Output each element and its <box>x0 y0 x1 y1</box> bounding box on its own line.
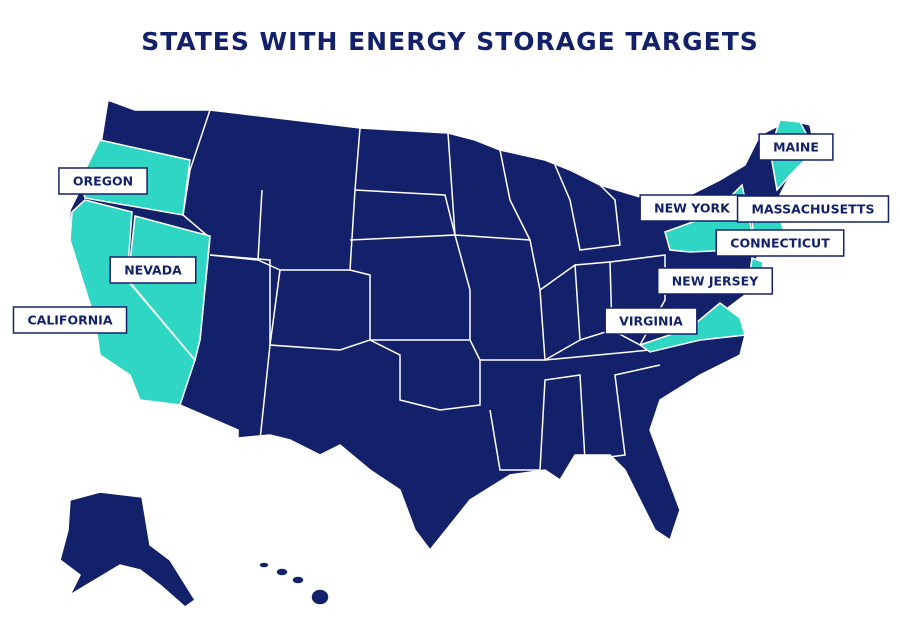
state-border <box>539 263 581 361</box>
label-box <box>109 256 197 284</box>
island <box>275 567 289 577</box>
label-text: CONNECTICUT <box>730 236 830 251</box>
state-label: MAINE <box>758 133 834 161</box>
label-text: MASSACHUSETTS <box>752 202 875 217</box>
state-border <box>554 164 621 251</box>
contiguous-us <box>69 98 816 552</box>
state-border <box>349 189 456 241</box>
label-text: CALIFORNIA <box>27 313 112 328</box>
hawaii <box>258 561 330 606</box>
label-box <box>639 194 745 222</box>
state-label: CALIFORNIA <box>12 306 128 334</box>
label-box <box>12 306 128 334</box>
state-border <box>370 132 471 341</box>
label-box <box>656 267 774 295</box>
label-text: OREGON <box>73 174 133 189</box>
state-border <box>574 261 613 341</box>
label-text: VIRGINIA <box>619 314 683 329</box>
state-labels: OREGON NEVADA CALIFORNIA NEW YORK MAINE MASSA… <box>12 133 890 335</box>
label-box <box>715 229 845 257</box>
state-label: CONNECTICUT <box>715 229 845 257</box>
island <box>258 561 270 569</box>
state-label: MASSACHUSETTS <box>736 195 890 223</box>
state-border <box>257 259 281 271</box>
label-box <box>604 307 698 335</box>
label-text: NEW YORK <box>654 201 731 216</box>
label-box <box>758 133 834 161</box>
label-box <box>736 195 890 223</box>
label-text: NEVADA <box>124 263 182 278</box>
state-label: NEW JERSEY <box>656 267 774 295</box>
island <box>291 575 305 585</box>
map-title: STATES WITH ENERGY STORAGE TARGETS <box>141 27 759 56</box>
state-label: OREGON <box>58 167 148 195</box>
state-border <box>209 254 271 441</box>
state-border <box>609 254 666 347</box>
island <box>310 588 330 606</box>
state-label: NEW YORK <box>639 194 745 222</box>
label-box <box>58 167 148 195</box>
state-label: NEVADA <box>109 256 197 284</box>
state-label: VIRGINIA <box>604 307 698 335</box>
label-text: NEW JERSEY <box>672 274 759 289</box>
alaska <box>59 491 197 608</box>
label-text: MAINE <box>773 140 819 155</box>
state-border <box>489 364 661 471</box>
state-border <box>499 149 531 241</box>
